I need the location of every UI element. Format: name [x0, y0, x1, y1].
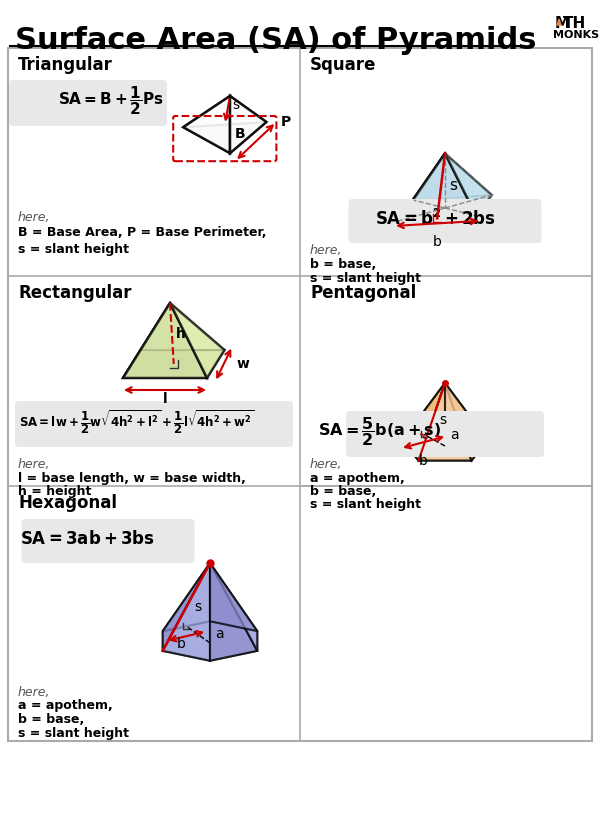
Text: b = base,: b = base,	[310, 258, 376, 271]
Text: s = slant height: s = slant height	[310, 272, 421, 285]
Text: s: s	[440, 413, 447, 427]
Text: Square: Square	[310, 56, 376, 74]
Polygon shape	[445, 383, 488, 460]
Text: a = apothem,: a = apothem,	[18, 699, 113, 712]
Text: s: s	[449, 179, 457, 193]
FancyBboxPatch shape	[346, 411, 544, 457]
Polygon shape	[557, 19, 561, 25]
Text: l = base length, w = base width,: l = base length, w = base width,	[18, 472, 246, 485]
Text: Hexagonal: Hexagonal	[18, 494, 117, 512]
Polygon shape	[163, 563, 210, 631]
Text: TH: TH	[563, 16, 586, 31]
Text: $\mathbf{SA = lw + \dfrac{1}{2}w\sqrt{4h^{2}+l^{2}} + \dfrac{1}{2}l\sqrt{4h^{2}+: $\mathbf{SA = lw + \dfrac{1}{2}w\sqrt{4h…	[19, 408, 254, 436]
Polygon shape	[402, 428, 488, 460]
Text: b: b	[419, 455, 428, 468]
Text: Pentagonal: Pentagonal	[310, 284, 416, 302]
FancyBboxPatch shape	[15, 401, 293, 447]
Text: here,: here,	[18, 211, 50, 224]
Polygon shape	[183, 122, 266, 153]
Text: s = slant height: s = slant height	[18, 243, 129, 256]
FancyBboxPatch shape	[349, 199, 542, 243]
Text: B: B	[235, 127, 245, 141]
Polygon shape	[414, 153, 492, 200]
Text: b = base,: b = base,	[310, 485, 376, 498]
Polygon shape	[183, 96, 266, 127]
Text: b: b	[177, 637, 186, 651]
Polygon shape	[163, 621, 257, 661]
Text: a = apothem,: a = apothem,	[310, 472, 405, 485]
Text: here,: here,	[310, 244, 343, 257]
Text: B = Base Area, P = Base Perimeter,: B = Base Area, P = Base Perimeter,	[18, 226, 266, 239]
Text: M: M	[555, 16, 570, 31]
Polygon shape	[445, 383, 488, 441]
Text: a: a	[215, 627, 224, 641]
Polygon shape	[445, 153, 492, 215]
Polygon shape	[398, 153, 476, 221]
Polygon shape	[170, 303, 224, 378]
Text: s = slant height: s = slant height	[310, 498, 421, 511]
Polygon shape	[140, 303, 224, 350]
Polygon shape	[398, 153, 445, 221]
Polygon shape	[163, 563, 210, 661]
Text: b = base,: b = base,	[18, 713, 84, 726]
Polygon shape	[210, 563, 257, 661]
Polygon shape	[210, 563, 257, 651]
Polygon shape	[230, 96, 266, 153]
Text: Triangular: Triangular	[18, 56, 113, 74]
Polygon shape	[210, 563, 257, 631]
Polygon shape	[402, 383, 445, 460]
Polygon shape	[123, 303, 170, 378]
Text: Rectangular: Rectangular	[18, 284, 131, 302]
Text: w: w	[236, 357, 250, 371]
Text: P: P	[280, 115, 290, 129]
Polygon shape	[183, 96, 230, 153]
Text: here,: here,	[18, 686, 50, 699]
Polygon shape	[402, 383, 445, 441]
Text: here,: here,	[18, 458, 50, 471]
Polygon shape	[123, 303, 207, 378]
Text: s: s	[232, 98, 239, 113]
Polygon shape	[419, 383, 472, 460]
Text: s: s	[194, 600, 202, 614]
Text: $\mathbf{SA = B + \dfrac{1}{2}Ps}$: $\mathbf{SA = B + \dfrac{1}{2}Ps}$	[58, 85, 164, 118]
Text: $\mathbf{SA = b^{2} + 2bs}$: $\mathbf{SA = b^{2} + 2bs}$	[375, 209, 496, 229]
Polygon shape	[163, 563, 210, 651]
FancyBboxPatch shape	[22, 519, 194, 563]
Text: l: l	[163, 392, 167, 406]
Text: b: b	[433, 235, 442, 249]
Text: here,: here,	[310, 458, 343, 471]
Text: $\mathbf{SA = \dfrac{5}{2}b(a + s)}$: $\mathbf{SA = \dfrac{5}{2}b(a + s)}$	[318, 415, 441, 449]
FancyBboxPatch shape	[9, 80, 167, 126]
Text: Surface Area (SA) of Pyramids: Surface Area (SA) of Pyramids	[15, 26, 536, 55]
Polygon shape	[398, 195, 492, 221]
Text: s = slant height: s = slant height	[18, 727, 129, 740]
Text: MONKS: MONKS	[553, 30, 599, 40]
Text: a: a	[450, 428, 458, 442]
Text: $\mathbf{SA = 3ab + 3bs}$: $\mathbf{SA = 3ab + 3bs}$	[20, 530, 155, 548]
Polygon shape	[123, 350, 224, 378]
Text: h = height: h = height	[18, 485, 91, 498]
Text: h: h	[176, 326, 186, 340]
